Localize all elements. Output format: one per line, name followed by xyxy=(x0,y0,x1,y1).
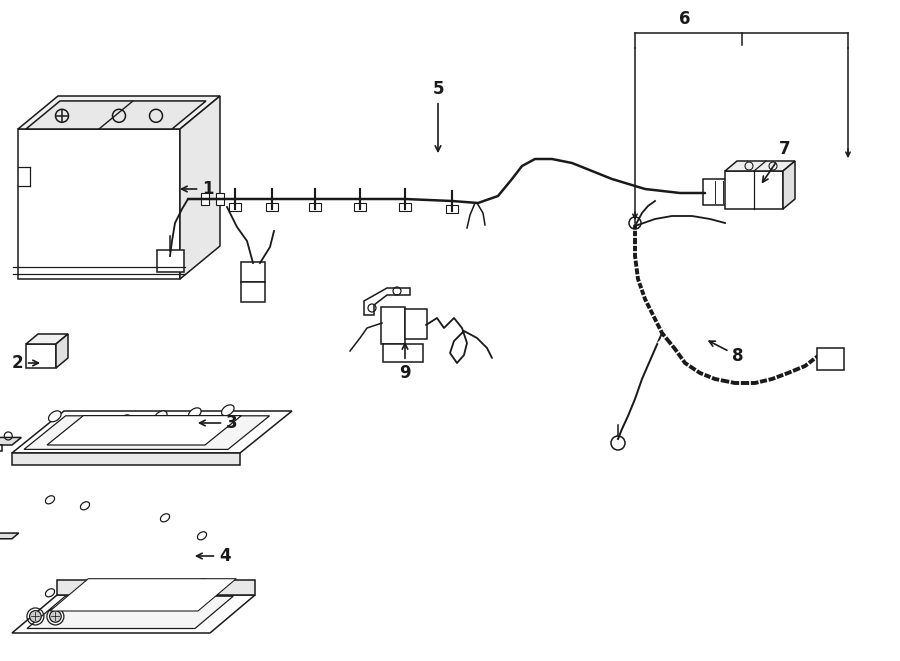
Ellipse shape xyxy=(155,411,167,422)
Polygon shape xyxy=(26,344,56,368)
Polygon shape xyxy=(56,334,68,368)
Polygon shape xyxy=(50,578,236,611)
Ellipse shape xyxy=(85,418,97,429)
Polygon shape xyxy=(725,171,783,209)
Ellipse shape xyxy=(188,408,201,419)
Polygon shape xyxy=(27,596,233,629)
Text: 9: 9 xyxy=(400,344,410,382)
Text: 1: 1 xyxy=(182,180,214,198)
Ellipse shape xyxy=(197,579,207,587)
Polygon shape xyxy=(47,416,241,445)
FancyBboxPatch shape xyxy=(817,348,844,370)
Text: 5: 5 xyxy=(432,80,444,151)
Polygon shape xyxy=(0,533,19,539)
Polygon shape xyxy=(783,161,795,209)
FancyBboxPatch shape xyxy=(381,307,405,344)
Polygon shape xyxy=(180,96,220,279)
Ellipse shape xyxy=(80,596,90,604)
Polygon shape xyxy=(57,580,255,595)
Polygon shape xyxy=(364,288,410,315)
Circle shape xyxy=(50,611,61,622)
Polygon shape xyxy=(12,453,240,465)
FancyBboxPatch shape xyxy=(241,282,265,302)
Ellipse shape xyxy=(160,514,169,522)
FancyBboxPatch shape xyxy=(309,203,321,211)
FancyBboxPatch shape xyxy=(354,203,366,211)
FancyBboxPatch shape xyxy=(405,309,427,339)
Ellipse shape xyxy=(45,589,55,597)
Polygon shape xyxy=(26,334,68,344)
Ellipse shape xyxy=(45,496,55,504)
Polygon shape xyxy=(725,161,795,171)
FancyBboxPatch shape xyxy=(216,193,224,205)
Polygon shape xyxy=(18,96,220,129)
FancyBboxPatch shape xyxy=(229,203,241,211)
FancyBboxPatch shape xyxy=(446,205,458,213)
Circle shape xyxy=(30,611,41,622)
Text: 7: 7 xyxy=(762,140,791,182)
Text: 3: 3 xyxy=(200,414,238,432)
Polygon shape xyxy=(24,416,270,449)
FancyBboxPatch shape xyxy=(157,250,184,272)
FancyBboxPatch shape xyxy=(399,203,411,211)
Ellipse shape xyxy=(80,502,90,510)
Text: 2: 2 xyxy=(11,354,39,372)
FancyBboxPatch shape xyxy=(703,179,735,205)
FancyBboxPatch shape xyxy=(383,344,423,362)
FancyBboxPatch shape xyxy=(266,203,278,211)
Ellipse shape xyxy=(160,589,169,597)
Polygon shape xyxy=(0,438,22,445)
Text: 8: 8 xyxy=(709,341,743,365)
Polygon shape xyxy=(12,411,292,453)
Text: 4: 4 xyxy=(196,547,230,565)
Text: 6: 6 xyxy=(680,10,691,28)
FancyBboxPatch shape xyxy=(201,193,209,205)
Ellipse shape xyxy=(49,411,61,422)
Polygon shape xyxy=(0,445,2,451)
Polygon shape xyxy=(12,595,255,633)
FancyBboxPatch shape xyxy=(241,262,265,282)
Ellipse shape xyxy=(119,415,131,426)
Polygon shape xyxy=(18,129,180,279)
Ellipse shape xyxy=(221,405,234,416)
Polygon shape xyxy=(26,101,206,129)
Ellipse shape xyxy=(197,531,207,540)
